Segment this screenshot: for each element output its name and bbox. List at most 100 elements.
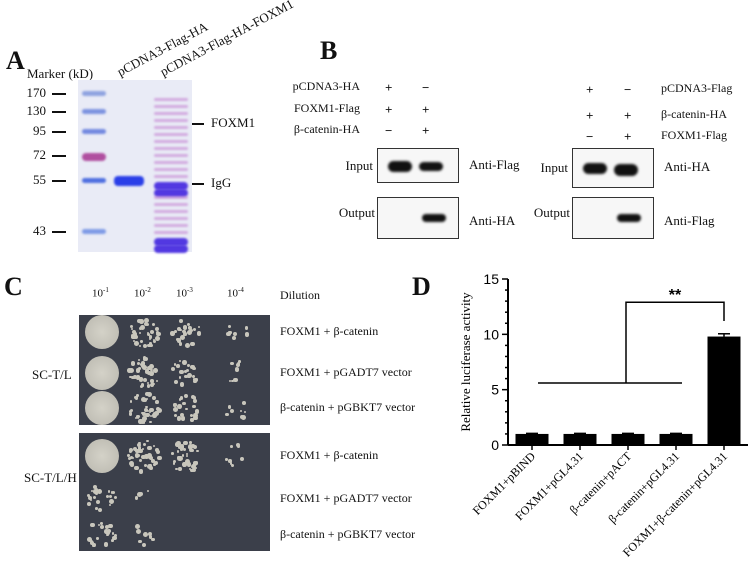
marker-label: 130 [26, 103, 47, 118]
colony [149, 415, 152, 418]
colony [146, 489, 150, 493]
colony [134, 416, 138, 420]
colony [88, 496, 93, 501]
colony [149, 420, 152, 424]
colony [183, 440, 188, 445]
colony [136, 362, 140, 366]
colony [153, 339, 156, 342]
colony [93, 495, 97, 499]
colony [173, 406, 179, 412]
colony [173, 413, 178, 418]
colony [178, 318, 183, 323]
colony [176, 364, 180, 368]
lane1-sign: − [586, 129, 594, 144]
colony [193, 396, 197, 400]
colony [174, 330, 178, 334]
band [583, 163, 607, 174]
colony [130, 327, 133, 330]
marker-tick [52, 131, 66, 133]
colony [183, 394, 188, 399]
colony [235, 442, 241, 448]
colony [132, 329, 137, 334]
colony [157, 455, 162, 461]
colony [142, 421, 146, 424]
colony [133, 334, 139, 340]
colony [154, 336, 160, 341]
colony [180, 335, 186, 341]
colony [183, 447, 187, 451]
colony [141, 542, 146, 547]
panel-a-label: A [6, 46, 25, 75]
y-tick-label: 5 [491, 382, 499, 398]
dilution-label: 10-3 [176, 286, 193, 300]
lane3-band [154, 210, 188, 213]
colony [145, 412, 150, 417]
colony [97, 523, 101, 527]
dilution-base: 10 [176, 287, 187, 300]
lane3-band [154, 168, 188, 171]
colony [183, 370, 187, 374]
colony [194, 377, 199, 382]
colony [155, 400, 159, 404]
colony [186, 461, 192, 467]
yeast-plate [79, 433, 270, 551]
colony [150, 383, 155, 388]
colony [176, 338, 181, 343]
colony [108, 494, 112, 499]
input-blot [572, 148, 654, 188]
dilution-base: 10 [134, 287, 145, 300]
lane3-band [154, 224, 188, 227]
band-label-igg: IgG [211, 175, 232, 190]
colony [186, 452, 189, 455]
colony [150, 329, 155, 334]
colony [143, 531, 149, 537]
foxm1-tick [192, 123, 204, 125]
colony [145, 405, 148, 409]
colony [90, 498, 93, 501]
colony [100, 525, 105, 530]
colony [140, 419, 146, 425]
colony [143, 322, 148, 327]
input-antibody: Anti-Flag [469, 156, 520, 172]
colony [186, 369, 190, 373]
lane1-sign: − [385, 123, 393, 138]
colony [192, 405, 196, 409]
colony [147, 531, 153, 537]
colony [180, 448, 183, 451]
lane2-sign: + [624, 108, 632, 123]
colony [172, 460, 176, 464]
colony [148, 535, 152, 539]
colony [140, 363, 144, 367]
colony [97, 489, 102, 495]
strain-label: β-catenin + pGBKT7 vector [280, 400, 416, 414]
colony-spot [85, 391, 119, 425]
output-blot [377, 197, 459, 239]
colony [135, 448, 140, 454]
colony [126, 368, 132, 374]
colony [244, 326, 249, 330]
marker-tick [52, 111, 66, 113]
colony [95, 506, 98, 510]
lane3-band [154, 126, 188, 129]
lane3-band [154, 140, 188, 143]
colony [140, 396, 146, 402]
colony [185, 408, 188, 411]
strain-label: FOXM1 + β-catenin [280, 448, 379, 462]
marker-band [82, 153, 106, 161]
colony [233, 331, 238, 337]
colony [232, 336, 236, 341]
colony [143, 398, 147, 401]
colony [237, 360, 241, 364]
colony [187, 363, 191, 367]
output-antibody: Anti-HA [469, 213, 516, 228]
colony [129, 375, 132, 379]
colony [129, 456, 133, 460]
colony [185, 454, 189, 457]
colony [134, 395, 138, 400]
colony [227, 325, 231, 329]
colony [148, 343, 153, 348]
colony [185, 458, 190, 464]
colony [190, 395, 195, 400]
colony-spot [85, 439, 119, 473]
colony [244, 332, 250, 337]
